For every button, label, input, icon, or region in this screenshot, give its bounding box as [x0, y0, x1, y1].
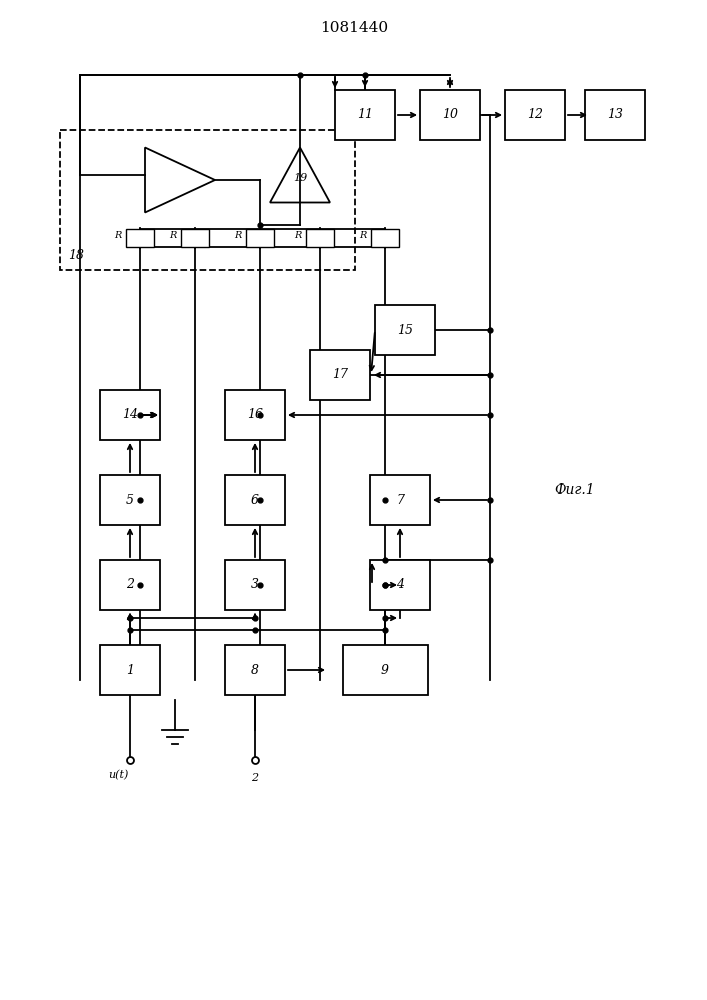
Text: 13: 13 — [607, 108, 623, 121]
Text: 1: 1 — [126, 664, 134, 676]
Bar — [100, 645, 160, 695]
Bar — [370, 475, 430, 525]
Text: 10: 10 — [442, 108, 458, 121]
Bar — [420, 90, 480, 140]
Bar — [370, 560, 430, 610]
Bar — [335, 90, 395, 140]
Text: 8: 8 — [251, 664, 259, 676]
Text: R: R — [235, 232, 242, 240]
Bar — [100, 560, 160, 610]
Text: 19: 19 — [293, 173, 307, 183]
Bar — [310, 350, 370, 400]
Text: 14: 14 — [122, 408, 138, 422]
Text: 15: 15 — [397, 324, 413, 336]
Text: 12: 12 — [527, 108, 543, 121]
Bar — [100, 475, 160, 525]
Bar — [585, 90, 645, 140]
Text: 5: 5 — [126, 493, 134, 506]
Bar — [505, 90, 565, 140]
Text: R: R — [115, 232, 122, 240]
Bar — [246, 229, 274, 247]
Bar — [225, 560, 285, 610]
Text: R: R — [360, 232, 367, 240]
Bar — [371, 229, 399, 247]
Bar — [306, 229, 334, 247]
Bar — [225, 645, 285, 695]
Text: 1081440: 1081440 — [320, 21, 388, 35]
Bar — [126, 229, 154, 247]
Bar — [100, 390, 160, 440]
Bar — [375, 305, 435, 355]
Text: 17: 17 — [332, 368, 348, 381]
Bar — [342, 645, 428, 695]
Bar — [225, 390, 285, 440]
Text: Фиг.1: Фиг.1 — [555, 483, 595, 497]
Text: 9: 9 — [381, 664, 389, 676]
Text: 7: 7 — [396, 493, 404, 506]
Bar — [181, 229, 209, 247]
Text: 3: 3 — [251, 578, 259, 591]
Text: u(t): u(t) — [107, 770, 128, 780]
Text: R: R — [170, 232, 177, 240]
Bar — [225, 475, 285, 525]
Text: 11: 11 — [357, 108, 373, 121]
Text: 2: 2 — [126, 578, 134, 591]
Text: 2: 2 — [252, 773, 259, 783]
Text: 16: 16 — [247, 408, 263, 422]
Text: 4: 4 — [396, 578, 404, 591]
Bar — [60, 130, 355, 270]
Text: 6: 6 — [251, 493, 259, 506]
Text: 18: 18 — [68, 249, 84, 262]
Text: R: R — [295, 232, 302, 240]
